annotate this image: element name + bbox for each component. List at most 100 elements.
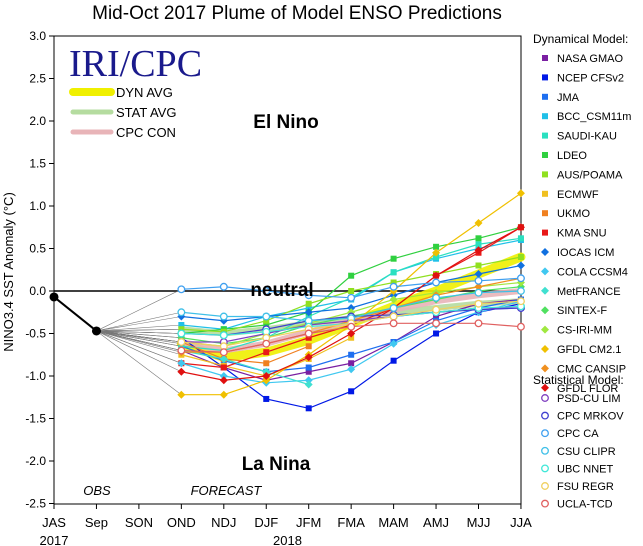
connector-line (96, 328, 182, 332)
legend-label-ubc-nnet: UBC NNET (557, 463, 614, 475)
plot-frame (53, 35, 522, 505)
y-tick-label: 2.0 (29, 114, 46, 128)
x-tick-labels: JAS Sep SON OND NDJ DJF JFM FMA MAM AMJ MJJ JJA 2017… (40, 504, 532, 546)
legend-marker-psd-cu-lim (541, 394, 549, 402)
legend-marker-jma (542, 93, 548, 100)
data-point-cola-ccsm4 (389, 339, 398, 348)
data-point-csu-clipr (262, 312, 271, 321)
data-point-cola-ccsm4 (177, 359, 186, 368)
data-point-gfdl-flor (177, 367, 186, 376)
obs-label: OBS (83, 483, 111, 498)
connector-line (96, 330, 182, 347)
y-tick-label: -1.5 (25, 412, 46, 426)
data-point-ucla-tcd (262, 339, 271, 348)
y-tick-label: 0.0 (29, 284, 46, 298)
legend-marker-sintex-f (541, 306, 549, 315)
forecast-label: FORECAST (191, 483, 263, 498)
data-point-ncep-cfsv2 (390, 357, 397, 364)
data-point-ncep-cfsv2 (305, 405, 312, 412)
connector-line (96, 330, 182, 364)
legend-marker-kma-snu (542, 229, 548, 236)
legend-marker-gfdl-cm2-1 (541, 345, 549, 353)
legend-marker-ncep-cfsv2 (542, 74, 548, 81)
legend-label-nasa-gmao: NASA GMAO (557, 53, 623, 65)
data-point-ucla-tcd (517, 322, 525, 331)
legend-marker-ukmo (542, 210, 548, 217)
x-tick-label: AMJ (423, 515, 449, 530)
data-point-iocas-icm (474, 270, 483, 278)
year-label: 2018 (273, 533, 302, 546)
y-tick-label: -1.0 (25, 369, 46, 383)
data-point-gfdl-flor (432, 271, 441, 280)
data-point-cola-ccsm4 (219, 372, 228, 380)
data-point-cpc-ca (432, 278, 440, 287)
x-tick-label: OND (167, 515, 196, 530)
observed-point (49, 292, 59, 302)
connector-line (96, 324, 182, 332)
legend-marker-cmc-cansip (541, 364, 549, 373)
data-point-ucla-tcd (219, 348, 228, 357)
data-point-cola-ccsm4 (304, 376, 313, 385)
series-line-metfrance (181, 349, 309, 386)
data-point-ncep-cfsv2 (263, 395, 270, 402)
data-point-nasa-gmao (348, 360, 355, 367)
legend-label-psd-cu-lim: PSD-CU LIM (557, 393, 621, 405)
legend-label-ldeo: LDEO (557, 150, 587, 162)
data-point-csu-clipr (474, 288, 483, 297)
data-point-gfdl-cm2-1 (219, 390, 228, 399)
data-point-metfrance (219, 355, 228, 363)
legend-marker-ldeo (542, 152, 548, 158)
data-point-fsu-regr (389, 312, 398, 321)
y-tick-label: 1.5 (29, 157, 46, 171)
data-point-cpc-ca (517, 274, 525, 283)
data-point-cpc-ca (177, 285, 186, 294)
data-point-aus-poama (517, 254, 524, 260)
data-point-cpc-ca (347, 293, 356, 302)
legend-marker-gfdl-flor (541, 383, 549, 392)
legend-label-ukmo: UKMO (557, 208, 590, 220)
year-label: 2017 (40, 533, 69, 546)
data-point-csu-clipr (177, 308, 186, 317)
legend-marker-iocas-icm (541, 248, 549, 256)
data-point-kma-snu (263, 349, 270, 356)
data-point-aus-poama (305, 300, 312, 307)
legend-dynamical-title: Dynamical Model: (533, 32, 628, 46)
data-point-bcc-csm11m (178, 322, 185, 328)
data-point-fsu-regr (177, 338, 186, 346)
legend-label-csu-clipr: CSU CLIPR (557, 446, 616, 458)
data-point-gfdl-flor (219, 376, 228, 385)
data-point-fsu-regr (474, 299, 483, 308)
data-point-ldeo (475, 235, 482, 242)
legend-label-iocas-icm: IOCAS ICM (557, 247, 614, 259)
data-point-cola-ccsm4 (347, 365, 356, 374)
data-point-metfrance (304, 380, 313, 389)
data-point-jma (305, 364, 312, 371)
data-point-csu-clipr (517, 287, 525, 295)
connector-line (96, 330, 182, 373)
legend-label-sintex-f: SINTEX-F (557, 305, 607, 317)
x-tick-label: DJF (254, 515, 278, 530)
data-point-cs-iri-mm (389, 295, 398, 304)
data-point-gfdl-flor (304, 353, 313, 362)
legend-marker-ucla-tcd (541, 499, 549, 508)
connector-line (96, 330, 182, 356)
legend-statistical-title: Statistical Model: (533, 373, 624, 387)
data-point-ucla-tcd (304, 329, 313, 338)
data-point-cpc-ca (219, 282, 228, 291)
data-point-kma-snu (220, 364, 227, 371)
data-point-kma-snu (305, 334, 312, 341)
data-point-iocas-icm (347, 304, 356, 312)
axis-ticks: 3.0 2.5 2.0 1.5 1.0 0.5 0.0 -0.5 -1.0 -1.5 -2.0 -2.… (25, 29, 521, 511)
legend-label-ecmwf: ECMWF (557, 189, 599, 201)
data-point-cpc-ca (389, 282, 398, 291)
la-nina-label: La Nina (242, 454, 311, 475)
legend-marker-ubc-nnet (541, 464, 549, 473)
x-tick-label: SON (125, 515, 153, 530)
data-point-nasa-gmao (433, 313, 440, 320)
data-point-ucla-tcd (432, 319, 440, 328)
data-point-csu-clipr (219, 312, 228, 321)
data-point-ukmo (305, 343, 312, 350)
data-point-jma (348, 351, 355, 358)
data-point-aus-poama (178, 326, 185, 333)
legend-label-gfdl-flor: GFDL FLOR (557, 383, 618, 395)
